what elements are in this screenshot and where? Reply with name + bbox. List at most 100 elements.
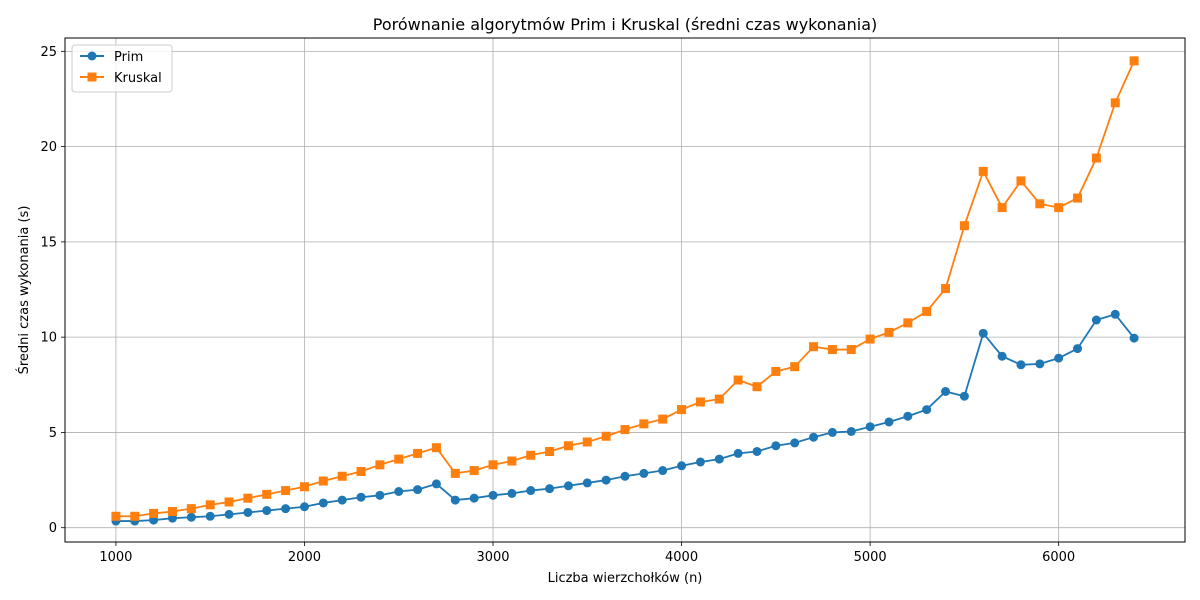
data-point-kruskal: [526, 450, 536, 460]
data-point-kruskal: [827, 345, 837, 355]
data-point-prim: [281, 504, 291, 514]
data-point-prim: [941, 386, 951, 396]
data-point-prim: [299, 502, 309, 512]
data-point-kruskal: [620, 425, 630, 435]
data-point-kruskal: [450, 468, 460, 478]
data-point-kruskal: [130, 511, 140, 521]
data-point-kruskal: [299, 482, 309, 492]
data-point-prim: [733, 448, 743, 458]
data-point-prim: [469, 493, 479, 503]
data-point-kruskal: [639, 419, 649, 429]
legend-marker-prim: [87, 51, 97, 61]
data-point-kruskal: [167, 507, 177, 517]
data-point-prim: [695, 457, 705, 467]
data-point-kruskal: [903, 318, 913, 328]
data-point-kruskal: [488, 460, 498, 470]
data-point-kruskal: [809, 342, 819, 352]
data-point-prim: [526, 486, 536, 496]
data-point-kruskal: [865, 334, 875, 344]
data-point-kruskal: [582, 437, 592, 447]
data-point-kruskal: [375, 460, 385, 470]
legend-marker-kruskal: [87, 72, 97, 82]
data-point-prim: [1054, 353, 1064, 363]
ticks: 1000 2000 3000 4000 5000 6000 0 5 10 15 20 25: [40, 45, 1075, 565]
plot-frame: [64, 37, 1186, 543]
data-point-prim: [582, 478, 592, 488]
data-point-prim: [922, 405, 932, 415]
data-point-prim: [677, 461, 687, 471]
y-tick-label: 20: [40, 140, 57, 155]
data-point-prim: [224, 509, 234, 519]
data-point-kruskal: [337, 471, 347, 481]
data-point-kruskal: [790, 362, 800, 372]
data-point-kruskal: [884, 327, 894, 337]
data-point-kruskal: [658, 414, 668, 424]
series-layer: [111, 56, 1139, 526]
data-point-prim: [884, 417, 894, 427]
data-point-prim: [846, 426, 856, 436]
data-point-prim: [186, 512, 196, 522]
data-point-kruskal: [356, 466, 366, 476]
x-tick-label: 1000: [99, 550, 132, 565]
data-point-prim: [262, 506, 272, 516]
data-point-prim: [978, 328, 988, 338]
data-point-prim: [997, 351, 1007, 361]
y-tick-label: 15: [40, 235, 57, 250]
data-point-kruskal: [111, 511, 121, 521]
data-point-prim: [714, 454, 724, 464]
data-point-prim: [639, 468, 649, 478]
data-point-kruskal: [243, 493, 253, 503]
data-point-kruskal: [262, 489, 272, 499]
data-point-prim: [450, 495, 460, 505]
data-point-prim: [243, 507, 253, 517]
data-point-kruskal: [1129, 56, 1139, 66]
data-point-kruskal: [677, 405, 687, 415]
data-point-kruskal: [1073, 193, 1083, 203]
y-tick-label: 5: [49, 426, 57, 441]
data-point-prim: [1073, 344, 1083, 354]
data-point-kruskal: [695, 397, 705, 407]
data-point-prim: [356, 492, 366, 502]
x-tick-label: 6000: [1042, 550, 1075, 565]
data-point-kruskal: [186, 504, 196, 514]
x-tick-label: 2000: [288, 550, 321, 565]
y-tick-label: 10: [40, 331, 57, 346]
data-point-prim: [620, 471, 630, 481]
series-line-kruskal: [115, 60, 1135, 518]
data-point-prim: [488, 490, 498, 500]
data-point-prim: [413, 485, 423, 495]
data-point-prim: [865, 422, 875, 432]
x-tick-label: 5000: [854, 550, 887, 565]
data-point-kruskal: [1091, 153, 1101, 163]
data-point-prim: [1035, 359, 1045, 369]
data-point-prim: [337, 495, 347, 505]
data-point-kruskal: [563, 441, 573, 451]
data-point-prim: [1016, 360, 1026, 370]
data-point-kruskal: [941, 284, 951, 294]
data-point-kruskal: [431, 443, 441, 453]
legend: Prim Kruskal: [71, 44, 173, 93]
data-point-kruskal: [922, 306, 932, 316]
data-point-kruskal: [1110, 98, 1120, 108]
data-point-prim: [205, 511, 215, 521]
data-point-prim: [903, 411, 913, 421]
data-point-prim: [790, 438, 800, 448]
data-point-kruskal: [545, 446, 555, 456]
data-point-kruskal: [771, 366, 781, 376]
x-tick-label: 3000: [476, 550, 509, 565]
y-axis-label: Średni czas wykonania (s): [16, 206, 32, 375]
data-point-kruskal: [601, 431, 611, 441]
data-point-prim: [394, 487, 404, 497]
x-tick-label: 4000: [665, 550, 698, 565]
data-point-prim: [959, 391, 969, 401]
data-point-kruskal: [149, 508, 159, 518]
data-point-kruskal: [714, 394, 724, 404]
data-point-prim: [563, 481, 573, 491]
y-tick-label: 0: [49, 521, 57, 536]
x-axis-label: Liczba wierzchołków (n): [548, 571, 703, 586]
data-point-kruskal: [733, 375, 743, 385]
data-point-kruskal: [959, 221, 969, 231]
grid: [65, 38, 1185, 542]
data-point-prim: [431, 479, 441, 489]
